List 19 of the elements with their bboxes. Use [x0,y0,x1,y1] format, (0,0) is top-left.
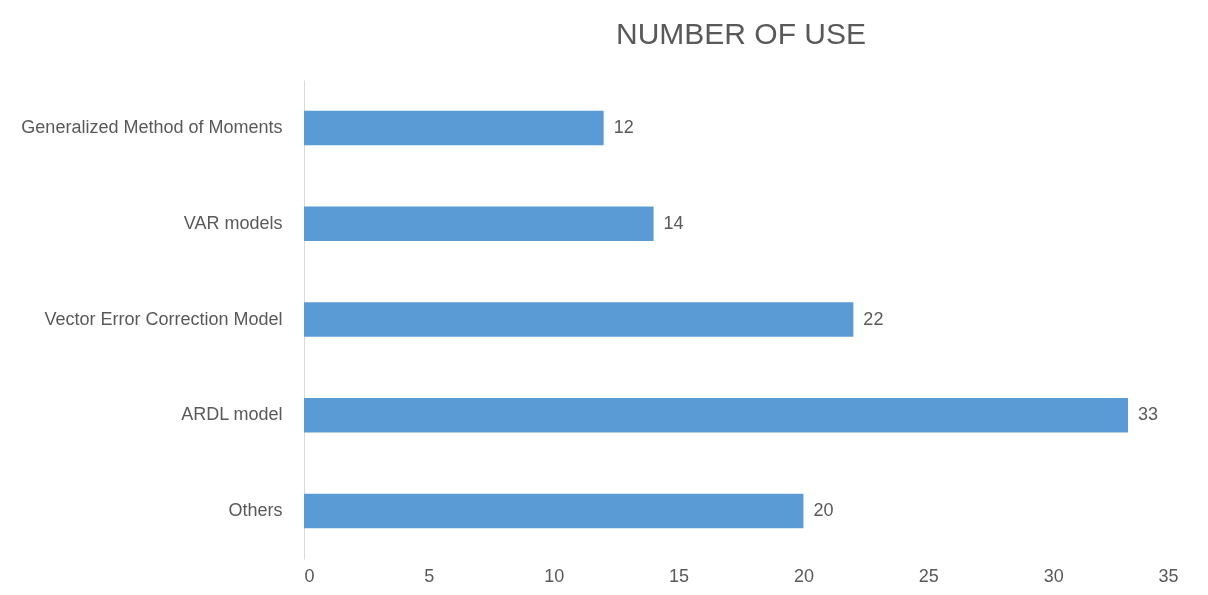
x-tick-label: 15 [669,565,690,586]
data-label: 20 [813,500,834,521]
y-tick-label: Generalized Method of Moments [21,116,283,137]
x-tick-label: 10 [544,565,565,586]
x-tick-label: 25 [918,565,939,586]
x-tick-label: 0 [304,565,315,586]
x-tick-label: 20 [793,565,814,586]
y-tick-label: Vector Error Correction Model [44,308,283,329]
y-tick-label: Others [228,500,283,521]
data-label: 33 [1138,404,1159,425]
x-tick-label: 30 [1043,565,1064,586]
y-tick-label: ARDL model [181,404,283,425]
chart-title: NUMBER OF USE [615,17,867,50]
y-tick-label: VAR models [183,212,283,233]
data-label: 12 [613,116,634,137]
x-tick-label: 35 [1158,565,1179,586]
x-tick-label: 5 [424,565,435,586]
data-label: 22 [863,308,884,329]
data-label: 14 [663,212,684,233]
